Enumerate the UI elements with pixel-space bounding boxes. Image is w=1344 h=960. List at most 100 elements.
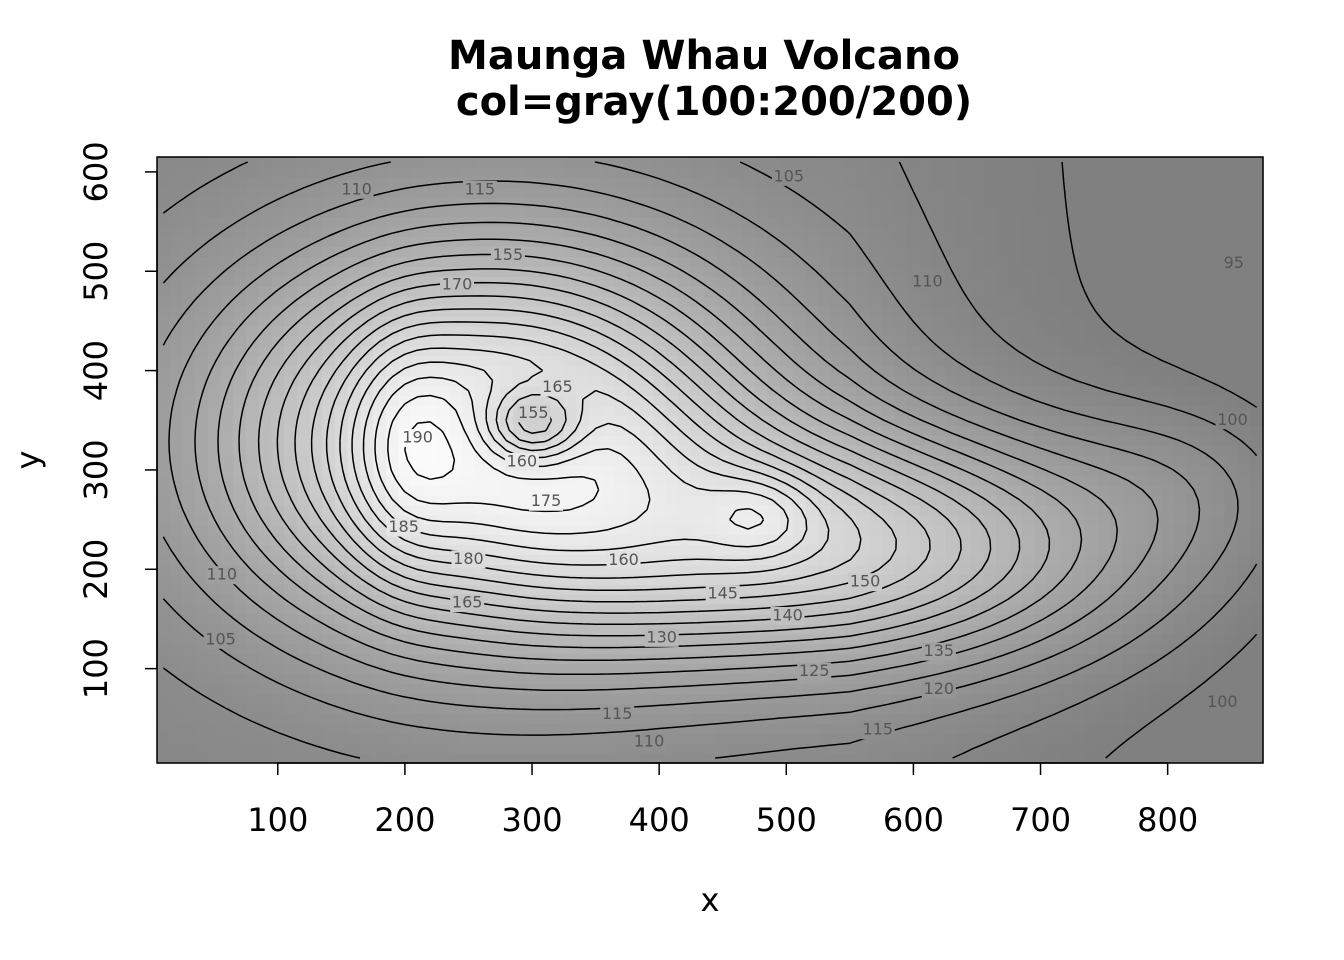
image-cell: [1135, 206, 1150, 218]
image-cell: [894, 753, 908, 764]
image-cell: [894, 216, 908, 228]
image-cell: [945, 464, 959, 476]
image-cell: [500, 276, 514, 287]
image-cell: [830, 723, 845, 734]
image-cell: [525, 514, 539, 526]
image-cell: [627, 613, 641, 625]
image-cell: [996, 683, 1010, 695]
image-cell: [169, 584, 184, 595]
image-cell: [500, 365, 514, 377]
image-cell: [1110, 683, 1124, 695]
image-cell: [1148, 425, 1162, 436]
image-cell: [1135, 534, 1150, 546]
image-cell: [805, 306, 819, 317]
image-cell: [373, 474, 387, 486]
image-cell: [322, 157, 336, 168]
image-cell: [665, 246, 679, 257]
image-cell: [856, 196, 870, 208]
image-cell: [1148, 385, 1162, 397]
image-cell: [754, 673, 768, 685]
image-cell: [767, 435, 781, 446]
image-cell: [360, 743, 374, 754]
image-cell: [322, 226, 336, 238]
image-cell: [182, 484, 196, 496]
image-cell: [957, 216, 972, 228]
image-cell: [729, 196, 743, 208]
image-cell: [474, 296, 489, 307]
image-cell: [182, 713, 196, 724]
image-cell: [589, 534, 603, 546]
image-cell: [805, 524, 819, 536]
image-cell: [1072, 226, 1086, 238]
image-cell: [856, 524, 870, 536]
image-cell: [423, 395, 438, 406]
image-cell: [1161, 296, 1175, 307]
image-cell: [271, 216, 285, 228]
image-cell: [868, 594, 883, 605]
image-cell: [1097, 574, 1112, 585]
image-cell: [805, 246, 819, 257]
image-cell: [957, 494, 972, 506]
x-axis-label: x: [701, 881, 720, 919]
image-cell: [436, 733, 450, 744]
image-cell: [411, 296, 425, 307]
image-cell: [1161, 723, 1175, 734]
image-cell: [907, 753, 921, 764]
image-cell: [423, 196, 438, 208]
image-cell: [1123, 544, 1137, 555]
image-cell: [360, 375, 374, 387]
image-cell: [716, 574, 730, 585]
image-cell: [258, 335, 273, 347]
image-cell: [856, 673, 870, 685]
image-cell: [779, 514, 794, 526]
image-cell: [512, 355, 527, 367]
image-cell: [792, 335, 806, 347]
image-cell: [665, 226, 679, 238]
image-cell: [716, 494, 730, 506]
image-cell: [970, 206, 984, 218]
image-cell: [843, 425, 857, 436]
image-cell: [741, 623, 756, 635]
image-cell: [601, 663, 616, 675]
image-cell: [945, 296, 959, 307]
image-cell: [1174, 355, 1188, 367]
image-cell: [436, 315, 450, 327]
image-cell: [640, 673, 654, 685]
image-cell: [538, 445, 552, 456]
image-cell: [1085, 325, 1099, 337]
image-cell: [1186, 623, 1201, 635]
image-cell: [741, 325, 756, 337]
image-cell: [881, 574, 895, 585]
image-cell: [983, 723, 997, 734]
image-cell: [601, 584, 616, 595]
image-cell: [423, 256, 438, 267]
image-cell: [1046, 713, 1061, 724]
image-cell: [868, 494, 883, 506]
image-cell: [1059, 325, 1073, 337]
image-cell: [1110, 206, 1124, 218]
image-cell: [703, 643, 717, 655]
image-cell: [1072, 604, 1086, 615]
image-cell: [729, 464, 743, 476]
image-cell: [1085, 554, 1099, 565]
image-cell: [1021, 574, 1035, 585]
image-cell: [614, 236, 628, 248]
image-cell: [818, 753, 832, 764]
image-cell: [500, 286, 514, 297]
image-cell: [1174, 584, 1188, 595]
image-cell: [500, 673, 514, 685]
image-cell: [207, 743, 222, 754]
image-cell: [1008, 276, 1023, 287]
image-cell: [1085, 753, 1099, 764]
image-cell: [894, 256, 908, 267]
image-cell: [1110, 345, 1124, 357]
image-cell: [296, 683, 311, 695]
image-cell: [779, 743, 794, 754]
image-cell: [932, 604, 946, 615]
image-cell: [779, 504, 794, 516]
image-cell: [576, 544, 590, 555]
image-cell: [957, 365, 972, 377]
image-cell: [957, 723, 972, 734]
image-cell: [614, 484, 628, 496]
image-cell: [741, 276, 756, 287]
